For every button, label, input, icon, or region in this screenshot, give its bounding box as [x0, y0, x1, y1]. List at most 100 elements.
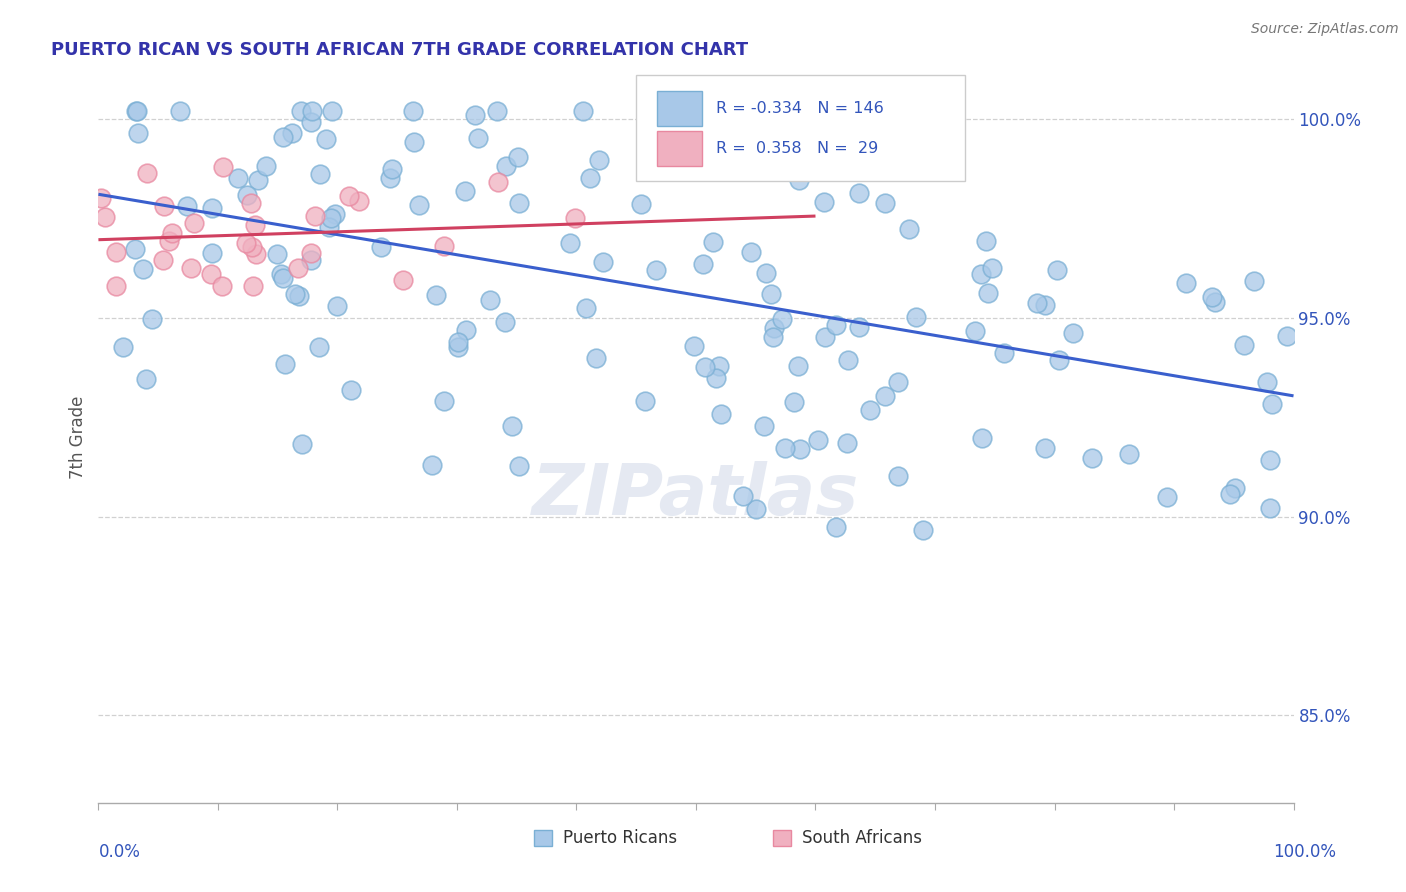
Point: [180, 261, 202, 276]
Point: [270, 267, 292, 281]
Point: [454, 184, 477, 198]
Point: [773, 441, 796, 455]
Point: [446, 340, 468, 354]
Point: [571, 104, 593, 119]
Point: [321, 104, 343, 119]
Point: [1261, 397, 1284, 411]
Point: [245, 219, 267, 233]
Point: [807, 433, 830, 447]
Point: [299, 253, 322, 268]
Point: [236, 187, 259, 202]
Point: [1258, 501, 1281, 516]
Point: [392, 273, 415, 287]
Point: [704, 370, 727, 384]
Text: South Africans: South Africans: [803, 829, 922, 847]
FancyBboxPatch shape: [637, 75, 965, 181]
Point: [201, 245, 224, 260]
Point: [575, 301, 598, 316]
Point: [381, 161, 404, 176]
Point: [910, 156, 932, 170]
Point: [287, 260, 309, 275]
Text: PUERTO RICAN VS SOUTH AFRICAN 7TH GRADE CORRELATION CHART: PUERTO RICAN VS SOUTH AFRICAN 7TH GRADE …: [51, 41, 748, 59]
Point: [759, 287, 782, 301]
Text: ZIPatlas: ZIPatlas: [533, 461, 859, 530]
Point: [1219, 486, 1241, 500]
Point: [886, 468, 908, 483]
Point: [240, 196, 263, 211]
Point: [183, 216, 205, 230]
Point: [291, 437, 314, 451]
Point: [762, 330, 785, 344]
Point: [683, 339, 706, 353]
Point: [1033, 298, 1056, 312]
Point: [835, 436, 858, 450]
Point: [152, 253, 174, 268]
Point: [588, 153, 610, 167]
Point: [508, 459, 530, 474]
Point: [271, 271, 294, 285]
Point: [869, 163, 891, 178]
Point: [702, 235, 724, 250]
Point: [560, 235, 582, 250]
Point: [659, 136, 682, 151]
Point: [226, 171, 249, 186]
Point: [266, 247, 288, 261]
Point: [402, 104, 425, 119]
Point: [837, 352, 859, 367]
Point: [169, 104, 191, 119]
Point: [125, 104, 148, 119]
Point: [1233, 338, 1256, 352]
Point: [825, 318, 848, 332]
Point: [970, 267, 993, 281]
FancyBboxPatch shape: [657, 131, 702, 167]
Point: [974, 234, 997, 248]
Point: [104, 245, 127, 260]
Point: [740, 245, 762, 260]
Point: [309, 167, 332, 181]
Point: [370, 240, 392, 254]
Point: [508, 150, 530, 164]
Point: [94, 210, 117, 224]
Point: [159, 235, 181, 249]
Point: [90, 191, 112, 205]
Point: [325, 299, 347, 313]
Point: [1225, 481, 1247, 495]
Point: [408, 198, 430, 212]
Point: [644, 262, 666, 277]
Point: [814, 329, 837, 343]
Point: [1277, 329, 1299, 343]
Point: [697, 154, 720, 169]
Point: [1033, 442, 1056, 456]
Point: [875, 196, 897, 211]
Point: [770, 311, 793, 326]
Point: [271, 130, 294, 145]
Point: [127, 126, 149, 140]
Point: [242, 279, 264, 293]
Point: [323, 207, 346, 221]
FancyBboxPatch shape: [657, 91, 702, 126]
Point: [456, 323, 478, 337]
Point: [1258, 453, 1281, 467]
Point: [875, 389, 897, 403]
Point: [1201, 290, 1223, 304]
Point: [963, 325, 986, 339]
Point: [200, 267, 222, 281]
Point: [124, 242, 146, 256]
Point: [308, 340, 330, 354]
Point: [848, 186, 870, 200]
Point: [1156, 490, 1178, 504]
Point: [301, 104, 323, 119]
Point: [787, 359, 810, 373]
Point: [247, 173, 270, 187]
Point: [887, 375, 910, 389]
Point: [160, 227, 183, 241]
Point: [318, 219, 340, 234]
Point: [579, 170, 602, 185]
Point: [467, 130, 489, 145]
Point: [755, 266, 778, 280]
Point: [254, 159, 277, 173]
Point: [742, 131, 765, 145]
Point: [789, 442, 811, 456]
Point: [425, 287, 447, 301]
Point: [1046, 263, 1069, 277]
